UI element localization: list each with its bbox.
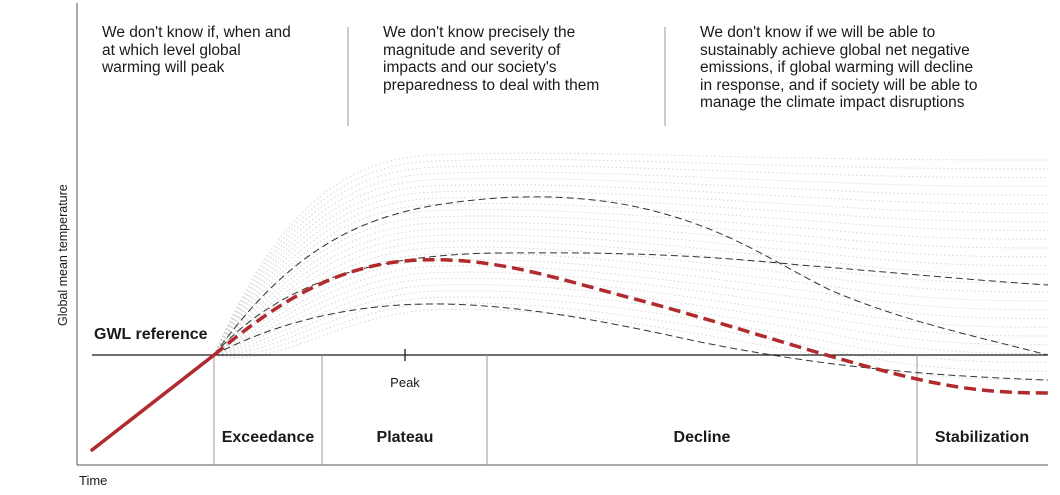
phase-label-decline: Decline (674, 429, 731, 446)
spread-pathway (213, 271, 1049, 356)
spread-pathway (213, 158, 1049, 356)
spread-pathway (213, 259, 1049, 356)
spread-pathway (213, 190, 1049, 356)
historical-warming-line (90, 353, 216, 452)
spread-pathway (213, 177, 1049, 356)
spread-pathway (213, 290, 1049, 356)
x-axis-label: Time (79, 473, 107, 488)
phase-label-stabilization: Stabilization (935, 429, 1029, 446)
phase-label-exceedance: Exceedance (222, 429, 315, 446)
spread-pathway (213, 215, 1049, 356)
alt-pathway-high (213, 196, 1049, 356)
spread-pathway (213, 209, 1049, 356)
spread-pathway (213, 296, 1049, 363)
uncertainty-text-decline: We don't know if we will be able to sust… (700, 24, 978, 111)
phase-label-plateau: Plateau (377, 429, 434, 446)
spread-pathway (213, 265, 1049, 356)
y-axis-label: Global mean temperature (56, 184, 70, 326)
spread-pathway (213, 240, 1049, 356)
spread-pathway (213, 171, 1049, 356)
spread-pathway (213, 284, 1049, 356)
spread-pathway (213, 234, 1049, 356)
spread-pathway (213, 252, 1049, 356)
uncertainty-text-impacts: We don't know precisely the magnitude an… (383, 24, 600, 94)
uncertainty-text-peak: We don't know if, when and at which leve… (102, 24, 291, 76)
spread-pathway (213, 227, 1049, 356)
spread-pathway (213, 302, 1049, 372)
spread-pathway (213, 196, 1049, 356)
gwl-reference-label: GWL reference (94, 326, 208, 343)
spread-pathway (213, 184, 1049, 356)
alt-pathway-low (213, 303, 1049, 381)
alt-pathway-mid (213, 252, 1049, 356)
peak-label: Peak (390, 375, 420, 390)
spread-pathway (213, 277, 1049, 356)
pathway-spread (213, 152, 1049, 381)
main-pathway (212, 257, 1049, 395)
spread-pathway (213, 246, 1049, 356)
spread-pathway (213, 308, 1049, 381)
spread-pathway (213, 202, 1049, 356)
